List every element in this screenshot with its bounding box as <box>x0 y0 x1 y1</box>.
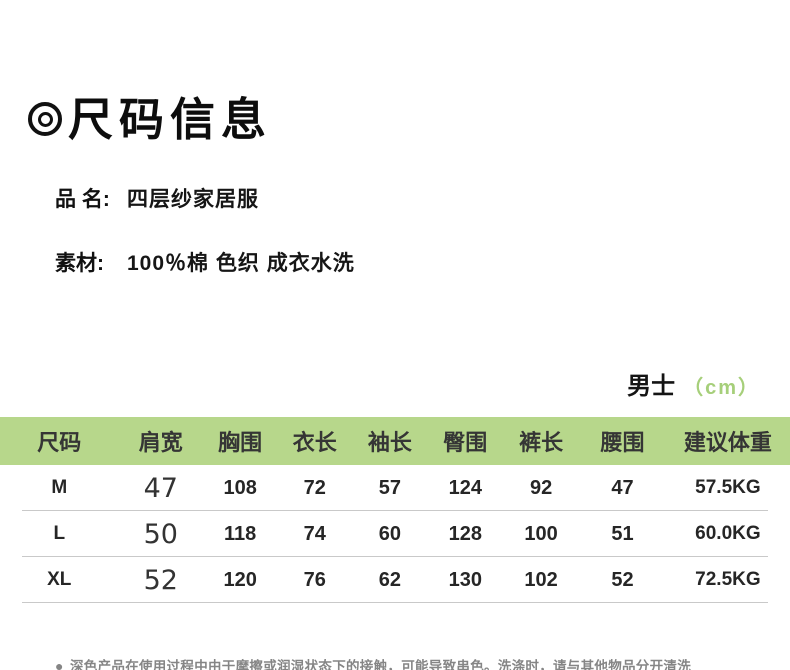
col-header-size: 尺码 <box>37 430 82 455</box>
table-row-xl: XL 52 120 76 62 130 102 52 72.5KG <box>0 557 790 603</box>
cell-length: 72 <box>303 476 326 499</box>
product-name-row: 品 名: 四层纱家居服 <box>55 183 790 213</box>
cell-suggested-weight: 72.5KG <box>695 569 761 590</box>
cell-chest: 120 <box>223 568 257 591</box>
gender-label: 男士 <box>627 373 676 400</box>
cell-waist: 51 <box>611 522 634 545</box>
page-title: 尺码信息 <box>28 92 790 146</box>
cell-hip: 128 <box>448 522 482 545</box>
care-notes: ● 深色产品在使用过程中由于摩擦或润湿状态下的接触，可能导致串色。洗涤时，请与其… <box>55 658 760 670</box>
col-header-chest: 胸围 <box>218 430 263 455</box>
care-note-text: 深色产品在使用过程中由于摩擦或润湿状态下的接触，可能导致串色。洗涤时，请与其他物… <box>70 659 691 670</box>
product-name-label: 品 名: <box>55 188 110 211</box>
bullseye-icon <box>28 102 62 136</box>
row-divider <box>22 509 768 511</box>
cell-shoulder: 50 <box>143 518 178 550</box>
cell-pants-length: 102 <box>524 568 558 591</box>
col-header-suggested-weight: 建议体重 <box>683 430 772 455</box>
cell-size: L <box>53 523 66 544</box>
material-value: 100％棉 色织 成衣水洗 <box>127 252 355 275</box>
row-divider <box>22 601 768 603</box>
col-header-pants-length: 裤长 <box>519 430 564 455</box>
cell-pants-length: 100 <box>524 522 558 545</box>
col-header-hip: 臀围 <box>443 430 488 455</box>
table-row-l: L 50 118 74 60 128 100 51 60.0KG <box>0 511 790 557</box>
size-info-page: 尺码信息 品 名: 四层纱家居服 素材: 100％棉 色织 成衣水洗 男士 （c… <box>0 92 790 670</box>
col-header-shoulder: 肩宽 <box>138 430 183 455</box>
care-note: ● 深色产品在使用过程中由于摩擦或润湿状态下的接触，可能导致串色。洗涤时，请与其… <box>55 658 760 670</box>
cell-shoulder: 47 <box>143 472 178 504</box>
cell-hip: 124 <box>448 476 482 499</box>
unit-row: 男士 （cm） <box>627 366 760 401</box>
table-row-m: M 47 108 72 57 124 92 47 57.5KG <box>0 465 790 511</box>
cell-pants-length: 92 <box>529 476 553 499</box>
cell-waist: 52 <box>611 568 634 591</box>
cell-suggested-weight: 60.0KG <box>695 523 761 544</box>
col-header-length: 衣长 <box>292 430 337 455</box>
cell-size: M <box>51 477 68 498</box>
cell-sleeve: 57 <box>378 476 401 499</box>
cell-chest: 108 <box>223 476 257 499</box>
material-row: 素材: 100％棉 色织 成衣水洗 <box>55 247 790 277</box>
cell-sleeve: 60 <box>378 522 401 545</box>
cell-shoulder: 52 <box>143 564 178 596</box>
size-table: 尺码 肩宽 胸围 衣长 袖长 臀围 裤长 腰围 建议体重 M 47 108 72… <box>0 417 790 603</box>
product-name-value: 四层纱家居服 <box>127 188 259 211</box>
unit-label: （cm） <box>683 377 760 399</box>
page-title-text: 尺码信息 <box>68 93 273 145</box>
bullet-icon: ● <box>55 658 64 670</box>
cell-length: 74 <box>303 522 326 545</box>
cell-chest: 118 <box>224 522 257 545</box>
col-header-sleeve: 袖长 <box>367 430 412 455</box>
cell-hip: 130 <box>448 568 482 591</box>
cell-size: XL <box>47 569 72 590</box>
col-header-waist: 腰围 <box>600 430 645 455</box>
cell-length: 76 <box>303 568 326 591</box>
row-divider <box>22 555 768 557</box>
cell-suggested-weight: 57.5KG <box>695 477 761 498</box>
cell-waist: 47 <box>611 476 634 499</box>
material-label: 素材: <box>55 252 104 275</box>
size-table-header: 尺码 肩宽 胸围 衣长 袖长 臀围 裤长 腰围 建议体重 <box>0 417 790 465</box>
cell-sleeve: 62 <box>378 568 401 591</box>
